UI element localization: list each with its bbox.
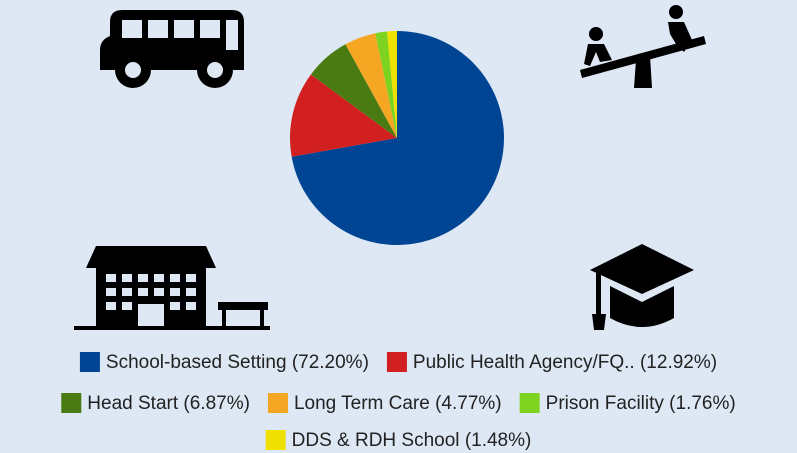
pie-slice [289,74,397,157]
legend-item: Prison Facility (1.76%) [519,393,736,414]
legend-swatch [61,393,82,413]
legend-value: (6.87%) [183,393,250,414]
legend-value: (4.77%) [435,393,502,414]
legend-label: DDS & RDH School (1.48%) [292,430,532,451]
legend-swatch [79,352,100,372]
legend-swatch [519,393,540,413]
legend-name: Prison Facility [546,393,665,414]
bus-icon [100,10,244,88]
legend-item: Head Start (6.87%) [61,393,250,414]
legend-name: DDS & RDH School [292,430,460,451]
pie-slice [345,33,397,138]
legend-item: Public Health Agency/FQ.. (12.92%) [386,352,717,373]
pie-slice [291,31,504,245]
legend-label: Prison Facility (1.76%) [546,393,736,414]
legend-item: DDS & RDH School (1.48%) [265,430,532,451]
legend-label: Public Health Agency/FQ.. (12.92%) [413,352,717,373]
legend-label: Head Start (6.87%) [87,393,250,414]
legend-swatch [267,393,288,413]
legend-value: (72.20%) [292,352,369,373]
legend-swatch [386,352,407,372]
legend-value: (1.48%) [465,430,532,451]
legend-label: School-based Setting (72.20%) [106,352,369,373]
legend-name: Head Start [87,393,179,414]
legend-name: School-based Setting [106,352,287,373]
legend-value: (12.92%) [640,352,717,373]
legend-item: School-based Setting (72.20%) [79,352,369,373]
legend-name: Public Health Agency/FQ.. [413,352,635,373]
legend-label: Long Term Care (4.77%) [294,393,502,414]
legend-swatch [265,430,286,450]
pie-slice [387,31,397,138]
legend-item: Long Term Care (4.77%) [267,393,502,414]
legend-value: (1.76%) [669,393,736,414]
school-building-icon [74,246,270,330]
graduation-cap-icon [590,244,694,330]
pie-slice [375,31,397,139]
pie-slice [310,44,397,138]
legend-name: Long Term Care [294,393,430,414]
seesaw-icon [580,5,706,88]
